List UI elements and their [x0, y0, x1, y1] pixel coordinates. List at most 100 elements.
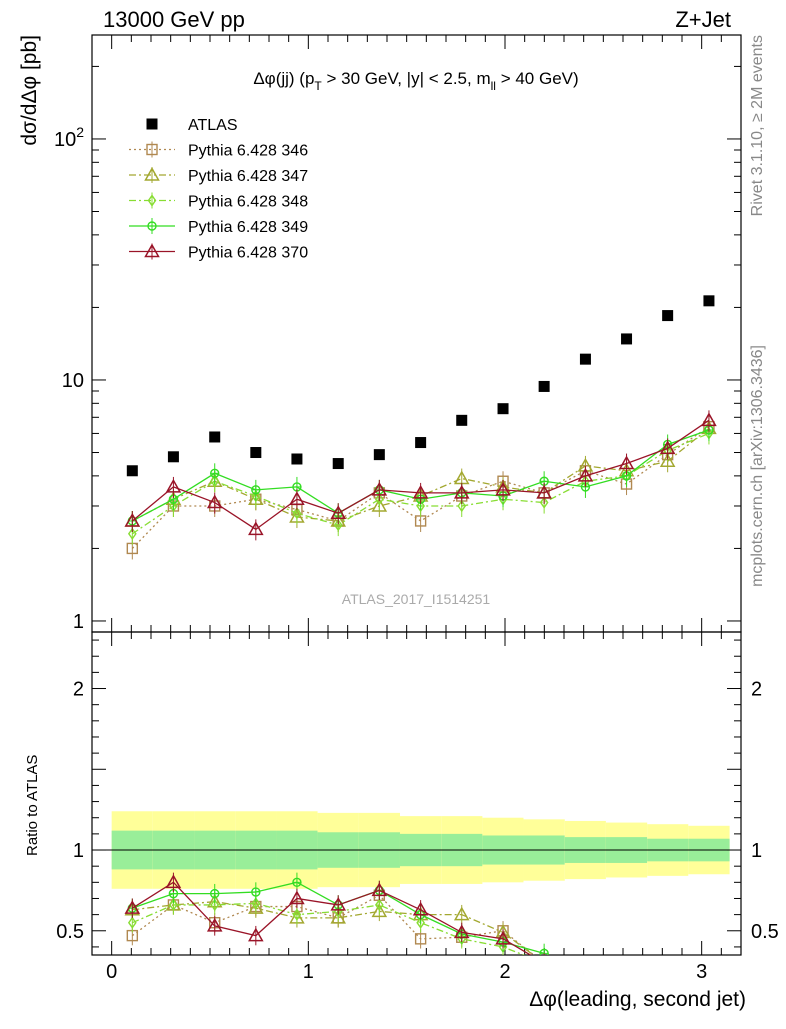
- main-data-point: [126, 465, 138, 477]
- main-data-point: [374, 493, 384, 506]
- legend-label: Pythia 6.428 349: [188, 219, 308, 236]
- header-right-title: Z+Jet: [675, 7, 731, 32]
- ratio-data-point: [414, 933, 427, 945]
- ratio-data-point: [416, 916, 425, 929]
- legend-item: Pythia 6.428 346: [129, 141, 308, 160]
- ratio-y-tick-label: 1: [73, 840, 84, 862]
- main-data-point: [127, 527, 137, 541]
- x-axis-label: Δφ(leading, second jet): [529, 988, 746, 1011]
- x-tick-label: 0: [106, 961, 117, 983]
- legend-label: ATLAS: [188, 117, 238, 134]
- legend: ATLAS Pythia 6.428 346 Pythia 6.428 347 Pyt…: [129, 117, 308, 262]
- mcplots-label: mcplots.cern.ch [arXiv:1306.3436]: [749, 345, 766, 587]
- ratio-data-point: [453, 924, 470, 939]
- ratio-data-point: [210, 898, 220, 912]
- ratio-y-tick-label: 0.5: [56, 921, 84, 943]
- main-data-point: [456, 414, 468, 426]
- legend-label: Pythia 6.428 346: [188, 143, 308, 160]
- main-data-point: [659, 453, 676, 467]
- main-data-point: [538, 380, 550, 392]
- legend-marker: [146, 143, 158, 156]
- ratio-data-point: [251, 897, 261, 910]
- main-data-point: [371, 481, 388, 496]
- ratio-y-tick-label-right: 0.5: [751, 921, 779, 943]
- main-data-point: [453, 484, 470, 499]
- ratio-y-axis-label: Ratio to ATLAS: [24, 755, 41, 856]
- ratio-data-point: [127, 916, 137, 929]
- ratio-data-point: [248, 927, 264, 942]
- ratio-plot-panel: Ratio to ATLAS Δφ(leading, second jet) 0…: [24, 631, 779, 1011]
- x-tick-label: 3: [696, 961, 707, 983]
- main-plot-panel: Δφ(jj) (pT > 30 GeV, |y| < 2.5, mll > 40…: [18, 34, 742, 633]
- main-data-point: [577, 467, 594, 482]
- main-data-point: [333, 518, 343, 532]
- ratio-data-point: [292, 908, 302, 921]
- main-data-point: [289, 491, 305, 505]
- ratio-series-4: [124, 872, 551, 969]
- main-data-point: [412, 484, 429, 499]
- ratio-data-point: [371, 882, 388, 897]
- main-data-point: [248, 521, 264, 536]
- legend-label: Pythia 6.428 370: [188, 245, 308, 262]
- ratio-data-point: [453, 906, 470, 921]
- legend-marker: [147, 194, 157, 207]
- main-data-point: [579, 353, 591, 365]
- ratio-data-point: [374, 898, 384, 912]
- ratio-data-point: [124, 900, 141, 914]
- ratio-plot-frame: [91, 631, 742, 956]
- main-y-tick-label: 10: [62, 370, 84, 392]
- main-data-point: [497, 403, 509, 415]
- ratio-data-point: [169, 898, 178, 912]
- main-data-point: [416, 499, 425, 513]
- legend-item: Pythia 6.428 349: [129, 218, 308, 236]
- ratio-y-tick-label-right: 2: [751, 679, 762, 701]
- main-data-point: [330, 505, 347, 519]
- main-data-point: [415, 437, 427, 449]
- main-data-point: [169, 499, 178, 513]
- main-data-point: [621, 333, 633, 345]
- main-data-point: [371, 497, 388, 512]
- main-plot-title: Δφ(jj) (pT > 30 GeV, |y| < 2.5, mll > 40…: [253, 69, 578, 93]
- main-data-point: [251, 489, 261, 503]
- ratio-data-point: [248, 900, 264, 914]
- main-data-point: [209, 431, 221, 443]
- watermark-label: ATLAS_2017_I1514251: [342, 591, 491, 607]
- ratio-data-point: [165, 874, 182, 889]
- main-data-point: [703, 295, 715, 307]
- main-data-point: [332, 458, 344, 470]
- main-data-point: [495, 481, 511, 496]
- legend-marker: [144, 166, 160, 181]
- ratio-data-point: [541, 958, 548, 968]
- main-data-point: [292, 506, 302, 520]
- main-y-tick-label: 1: [73, 611, 84, 633]
- legend-item: Pythia 6.428 347: [129, 166, 308, 185]
- ratio-data-point: [330, 909, 347, 924]
- ratio-y-tick-label-right: 1: [751, 840, 762, 862]
- legend-marker: [146, 118, 158, 130]
- legend-item: Pythia 6.428 348: [129, 192, 308, 211]
- ratio-data-point: [539, 958, 549, 968]
- main-data-point: [206, 494, 223, 509]
- main-data-point: [536, 484, 552, 499]
- main-data-point: [291, 453, 303, 465]
- x-tick-label: 2: [499, 961, 510, 983]
- main-data-point: [457, 499, 467, 513]
- main-data-point: [618, 455, 635, 470]
- main-data-point: [210, 475, 220, 488]
- ratio-data-point: [412, 901, 429, 916]
- legend-item: Pythia 6.428 370: [129, 243, 308, 262]
- ratio-data-point: [206, 917, 223, 932]
- legend-item: ATLAS: [146, 117, 238, 134]
- main-data-point: [124, 512, 141, 527]
- rivet-label: Rivet 3.1.10, ≥ 2M events: [749, 35, 766, 216]
- legend-marker: [144, 243, 160, 258]
- main-data-point: [539, 496, 549, 509]
- main-data-point: [701, 412, 717, 427]
- header-left-title: 13000 GeV pp: [103, 7, 245, 32]
- main-y-axis-label: dσ/dΔφ [pb]: [18, 35, 41, 146]
- legend-label: Pythia 6.428 348: [188, 194, 308, 211]
- main-data-point: [167, 451, 179, 463]
- ratio-data-point: [538, 957, 551, 969]
- ratio-data-point: [330, 896, 347, 911]
- ratio-data-point: [289, 890, 305, 905]
